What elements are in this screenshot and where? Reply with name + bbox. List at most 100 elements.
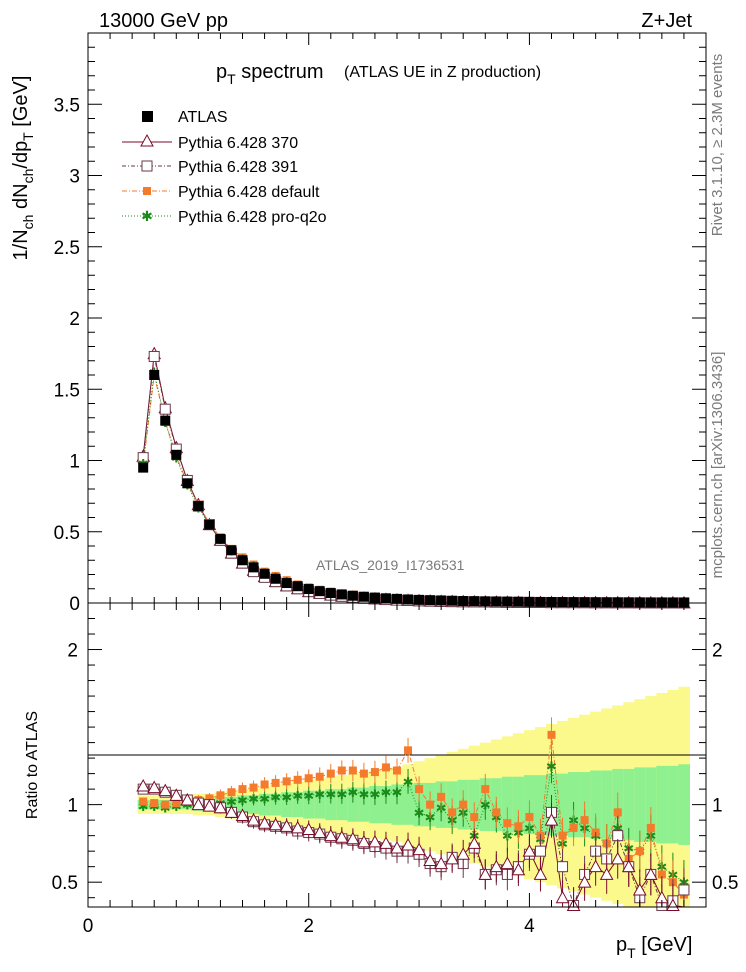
ratio-band-inner: [634, 767, 646, 842]
main-point-atlas: [623, 597, 634, 608]
ratio-point-default: [205, 794, 214, 803]
main-y-tick-label: 0: [69, 594, 80, 615]
ratio-panel-marks: ✱✱✱✱✱✱✱✱✱✱✱✱✱✱✱✱✱✱✱✱✱✱✱✱✱✱✱✱✱✱✱✱✱✱✱✱✱✱✱✱…: [136, 717, 690, 911]
ratio-point-proq2o: ✱: [226, 795, 237, 810]
ratio-band-inner: [314, 790, 326, 819]
ratio-point-proq2o: ✱: [336, 787, 347, 802]
main-point-atlas: [358, 591, 369, 602]
ratio-point-p370: [147, 780, 162, 794]
ratio-point-default: [503, 819, 512, 828]
legend-label-proq2o: Pythia 6.428 pro-q2o: [178, 209, 327, 226]
main-point-p391: [148, 350, 160, 362]
legend-label-atlas: ATLAS: [178, 109, 228, 126]
ratio-point-proq2o: ✱: [325, 787, 336, 802]
ratio-point-default: [393, 766, 401, 775]
ratio-point-p370: [224, 805, 239, 818]
x-axis: 0 2 4: [83, 603, 707, 937]
main-point-atlas: [469, 596, 480, 607]
ratio-point-proq2o: ✱: [292, 788, 303, 803]
ratio-point-p370: [334, 830, 349, 843]
x-tick-label: 4: [524, 916, 535, 937]
main-point-atlas: [193, 501, 204, 512]
ratio-point-default: [139, 797, 148, 806]
main-y-axis: 0 0.5 1 1.5 2 2.5 3 3.5: [54, 33, 706, 615]
ratio-point-default: [150, 799, 159, 808]
ratio-point-proq2o: ✱: [248, 791, 259, 806]
ratio-band-inner: [557, 773, 569, 836]
ratio-point-p370: [610, 851, 625, 865]
main-point-atlas: [314, 586, 325, 597]
ratio-point-p370: [290, 820, 305, 834]
ratio-point-default: [381, 763, 390, 772]
ratio-band-inner: [667, 765, 679, 844]
side-label-top: Rivet 3.1.10, ≥ 2.3M events: [709, 54, 726, 237]
ratio-y-tick-label: 2: [67, 641, 78, 662]
ratio-band-inner: [501, 776, 514, 833]
ratio-point-default: [415, 785, 424, 794]
ratio-band-inner: [656, 765, 668, 844]
ratio-point-p370: [191, 797, 206, 811]
ratio-point-p370: [323, 828, 338, 842]
ratio-point-p370: [621, 859, 636, 873]
ratio-point-default: [580, 816, 589, 825]
ratio-point-proq2o: ✱: [314, 787, 325, 802]
ratio-point-default: [481, 785, 490, 794]
ratio-point-p370: [522, 844, 537, 857]
ratio-band-inner: [336, 789, 348, 821]
ratio-y-axis-label: Ratio to ATLAS: [24, 711, 41, 819]
ratio-point-p370: [390, 841, 404, 854]
ylabel-part-7: [GeV]: [10, 76, 32, 133]
legend-item-proq2o: ✱ Pythia 6.428 pro-q2o: [122, 208, 327, 226]
ratio-point-proq2o: ✱: [347, 785, 358, 800]
header-left: 13000 GeV pp: [99, 10, 228, 32]
main-point-atlas: [270, 573, 281, 584]
main-y-tick-label: 1: [69, 452, 80, 473]
main-point-atlas: [259, 568, 270, 579]
ratio-point-proq2o: ✱: [138, 799, 149, 814]
ratio-point-default: [525, 813, 534, 822]
ratio-point-p370: [423, 853, 437, 866]
ratio-point-p370: [445, 851, 460, 865]
ratio-band-inner: [380, 786, 392, 824]
main-point-atlas: [237, 555, 248, 566]
ratio-point-p391: [534, 845, 546, 857]
main-point-atlas: [204, 519, 215, 530]
ratio-point-default: [558, 831, 567, 840]
legend-label-370: Pythia 6.428 370: [178, 135, 298, 152]
ratio-point-proq2o: ✱: [392, 785, 403, 800]
main-y-tick-label: 1.5: [54, 380, 80, 401]
legend-marker-proq2o: ✱: [141, 208, 153, 224]
ratio-point-p370: [533, 867, 548, 880]
ratio-point-p370: [368, 834, 382, 848]
ratio-point-default: [304, 774, 313, 783]
ratio-point-p370: [456, 847, 471, 860]
main-point-atlas: [303, 584, 314, 595]
ratio-band-inner: [534, 775, 547, 835]
ratio-band-inner: [590, 770, 602, 839]
chart-title-note: (ATLAS UE in Z production): [344, 64, 541, 81]
ratio-point-default: [282, 777, 291, 786]
ratio-point-default: [348, 766, 357, 775]
ylabel-part-4: ch: [20, 169, 36, 184]
main-point-atlas: [138, 462, 149, 473]
ratio-point-proq2o: ✱: [369, 787, 380, 802]
legend: ATLAS Pythia 6.428 370 Pythia 6.428 391 …: [122, 109, 327, 226]
xlabel-rest: [GeV]: [636, 934, 693, 956]
ratio-point-p370: [632, 882, 647, 896]
ratio-point-default: [448, 808, 457, 817]
main-point-atlas: [557, 597, 568, 608]
ratio-point-p370: [279, 819, 294, 832]
x-tick-label: 2: [303, 916, 314, 937]
ylabel-part-2: ch: [20, 215, 36, 230]
chart-title-rest: spectrum: [236, 61, 324, 83]
ratio-point-default: [293, 775, 302, 784]
ratio-point-p370: [467, 836, 482, 849]
main-point-atlas: [248, 562, 259, 573]
ratio-point-p370: [301, 822, 316, 835]
main-point-atlas: [292, 581, 303, 592]
ratio-point-proq2o: ✱: [270, 790, 281, 805]
ratio-point-proq2o: ✱: [237, 793, 248, 808]
main-point-atlas: [403, 594, 414, 605]
legend-label-default: Pythia 6.428 default: [178, 184, 320, 201]
